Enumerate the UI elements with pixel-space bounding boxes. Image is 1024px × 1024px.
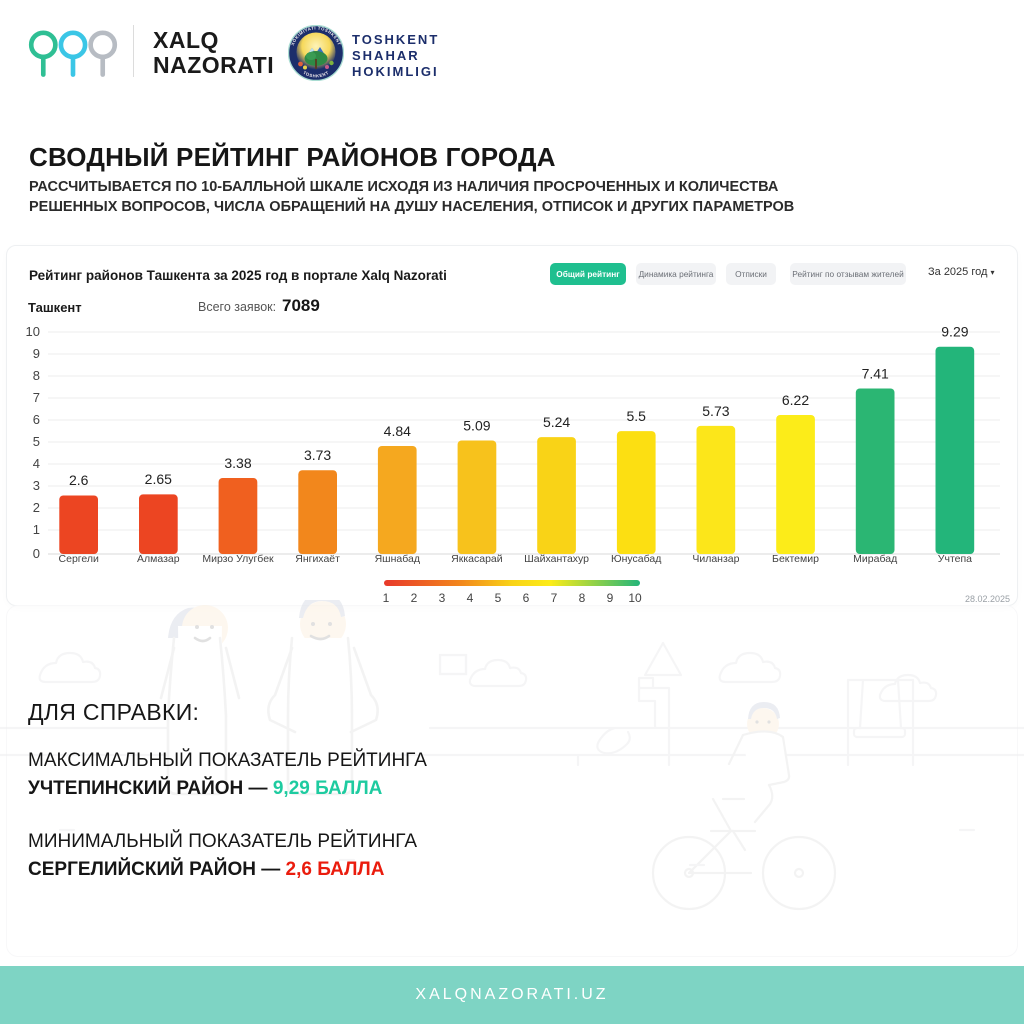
svg-text:4.84: 4.84 bbox=[384, 423, 411, 439]
svg-text:Яшнабад: Яшнабад bbox=[375, 553, 420, 565]
svg-text:5.09: 5.09 bbox=[463, 418, 490, 434]
svg-text:9: 9 bbox=[33, 346, 40, 361]
svg-text:Учтепа: Учтепа bbox=[938, 553, 972, 565]
svg-text:2.65: 2.65 bbox=[145, 471, 172, 487]
svg-text:Шайхантахур: Шайхантахур bbox=[524, 553, 589, 565]
svg-text:6.22: 6.22 bbox=[782, 392, 809, 408]
svg-text:5.5: 5.5 bbox=[626, 408, 646, 424]
svg-text:7.41: 7.41 bbox=[862, 366, 889, 382]
svg-text:Яккасарай: Яккасарай bbox=[451, 553, 503, 565]
svg-text:Мирзо Улугбек: Мирзо Улугбек bbox=[202, 553, 274, 565]
svg-text:5.73: 5.73 bbox=[702, 403, 729, 419]
svg-text:0: 0 bbox=[33, 546, 40, 561]
svg-text:Юнусабад: Юнусабад bbox=[611, 553, 661, 565]
svg-text:9.29: 9.29 bbox=[941, 324, 968, 340]
svg-text:Сергели: Сергели bbox=[59, 553, 99, 565]
svg-text:3.73: 3.73 bbox=[304, 447, 331, 463]
svg-text:3.38: 3.38 bbox=[224, 455, 251, 471]
svg-text:5: 5 bbox=[33, 434, 40, 449]
svg-text:10: 10 bbox=[26, 324, 40, 339]
svg-text:4: 4 bbox=[33, 456, 40, 471]
svg-text:3: 3 bbox=[33, 478, 40, 493]
svg-text:2.6: 2.6 bbox=[69, 472, 89, 488]
svg-text:Мирабад: Мирабад bbox=[853, 553, 897, 565]
svg-text:1: 1 bbox=[33, 522, 40, 537]
svg-text:Бектемир: Бектемир bbox=[772, 553, 819, 565]
svg-text:5.24: 5.24 bbox=[543, 414, 570, 430]
svg-text:6: 6 bbox=[33, 412, 40, 427]
svg-text:2: 2 bbox=[33, 500, 40, 515]
svg-text:7: 7 bbox=[33, 390, 40, 405]
svg-text:Янгихаёт: Янгихаёт bbox=[295, 553, 340, 565]
svg-text:Алмазар: Алмазар bbox=[137, 553, 180, 565]
svg-text:Чиланзар: Чиланзар bbox=[692, 553, 739, 565]
svg-text:8: 8 bbox=[33, 368, 40, 383]
